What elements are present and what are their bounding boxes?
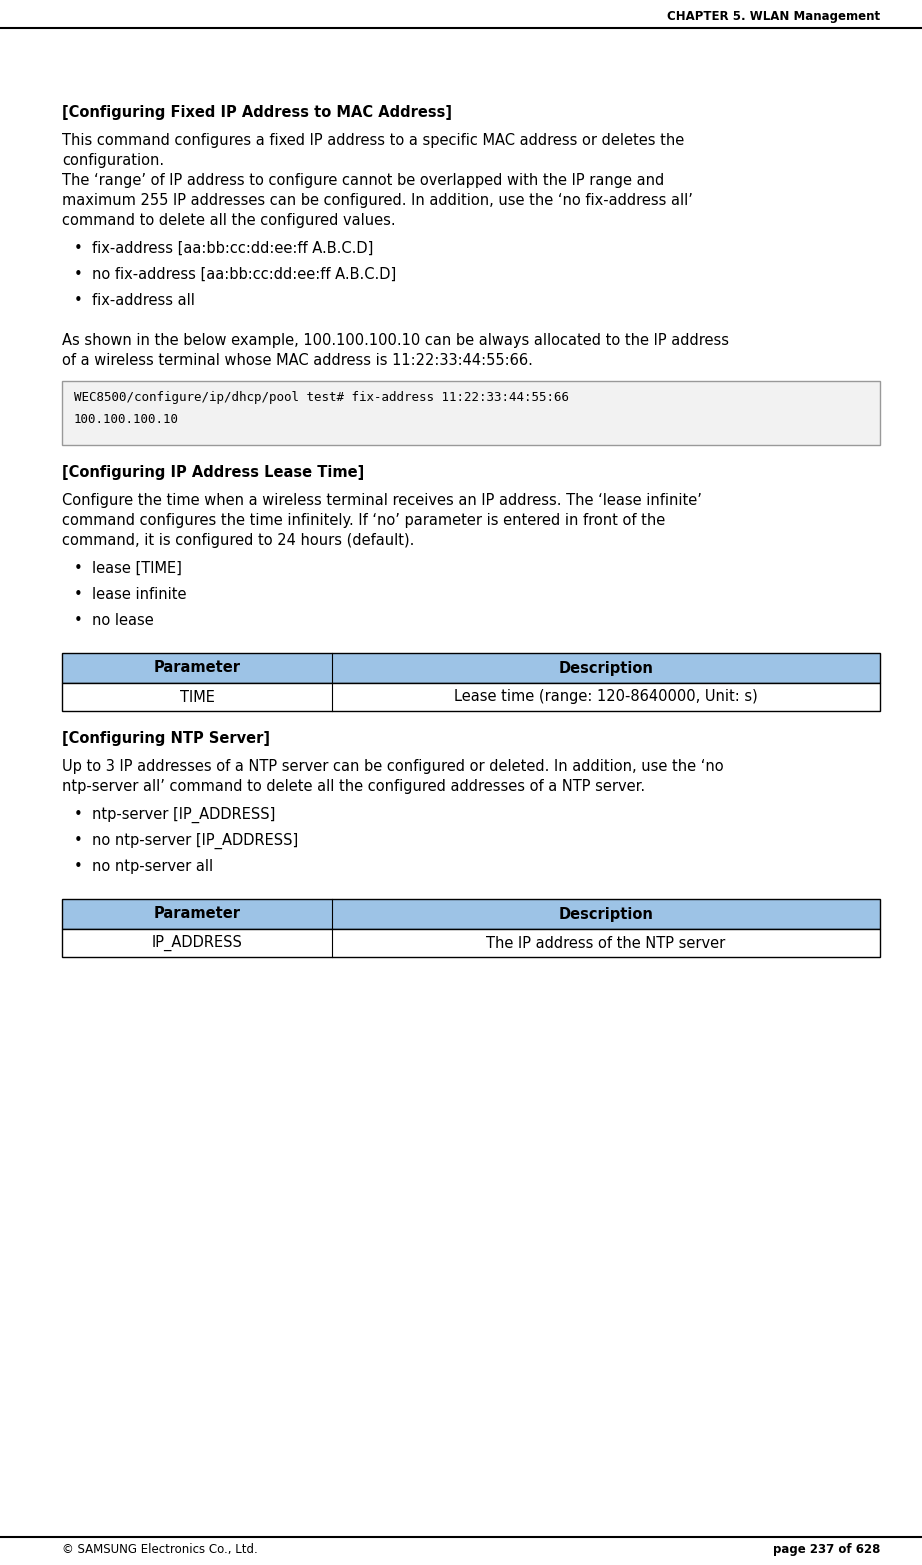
Text: The ‘range’ of IP address to configure cannot be overlapped with the IP range an: The ‘range’ of IP address to configure c… bbox=[62, 174, 664, 188]
FancyBboxPatch shape bbox=[62, 653, 880, 682]
Text: Description: Description bbox=[559, 906, 654, 922]
Text: Description: Description bbox=[559, 660, 654, 676]
Text: command configures the time infinitely. If ‘no’ parameter is entered in front of: command configures the time infinitely. … bbox=[62, 513, 666, 527]
Text: lease [TIME]: lease [TIME] bbox=[92, 560, 182, 576]
Text: 100.100.100.10: 100.100.100.10 bbox=[74, 413, 179, 426]
Text: •: • bbox=[74, 560, 83, 576]
Text: This command configures a fixed IP address to a specific MAC address or deletes : This command configures a fixed IP addre… bbox=[62, 133, 684, 149]
Text: © SAMSUNG Electronics Co., Ltd.: © SAMSUNG Electronics Co., Ltd. bbox=[62, 1543, 258, 1556]
Text: Up to 3 IP addresses of a NTP server can be configured or deleted. In addition, : Up to 3 IP addresses of a NTP server can… bbox=[62, 759, 724, 775]
Text: page 237 of 628: page 237 of 628 bbox=[773, 1543, 880, 1556]
Text: The IP address of the NTP server: The IP address of the NTP server bbox=[486, 936, 726, 950]
Text: •: • bbox=[74, 808, 83, 822]
Text: CHAPTER 5. WLAN Management: CHAPTER 5. WLAN Management bbox=[667, 9, 880, 23]
Text: [Configuring IP Address Lease Time]: [Configuring IP Address Lease Time] bbox=[62, 465, 364, 480]
Text: [Configuring Fixed IP Address to MAC Address]: [Configuring Fixed IP Address to MAC Add… bbox=[62, 105, 452, 121]
Text: command, it is configured to 24 hours (default).: command, it is configured to 24 hours (d… bbox=[62, 534, 414, 548]
Text: •: • bbox=[74, 268, 83, 282]
FancyBboxPatch shape bbox=[62, 380, 880, 444]
Text: WEC8500/configure/ip/dhcp/pool test# fix-address 11:22:33:44:55:66: WEC8500/configure/ip/dhcp/pool test# fix… bbox=[74, 391, 569, 404]
Text: no ntp-server [IP_ADDRESS]: no ntp-server [IP_ADDRESS] bbox=[92, 833, 298, 850]
Text: •: • bbox=[74, 833, 83, 848]
Text: of a wireless terminal whose MAC address is 11:22:33:44:55:66.: of a wireless terminal whose MAC address… bbox=[62, 354, 533, 368]
Text: Parameter: Parameter bbox=[153, 660, 241, 676]
Text: fix-address [aa:bb:cc:dd:ee:ff A.B.C.D]: fix-address [aa:bb:cc:dd:ee:ff A.B.C.D] bbox=[92, 241, 373, 257]
Text: lease infinite: lease infinite bbox=[92, 587, 186, 603]
FancyBboxPatch shape bbox=[62, 682, 880, 711]
Text: •: • bbox=[74, 587, 83, 603]
Text: ntp-server [IP_ADDRESS]: ntp-server [IP_ADDRESS] bbox=[92, 808, 276, 823]
FancyBboxPatch shape bbox=[62, 898, 880, 930]
Text: •: • bbox=[74, 241, 83, 257]
Text: no ntp-server all: no ntp-server all bbox=[92, 859, 213, 873]
Text: Parameter: Parameter bbox=[153, 906, 241, 922]
Text: no fix-address [aa:bb:cc:dd:ee:ff A.B.C.D]: no fix-address [aa:bb:cc:dd:ee:ff A.B.C.… bbox=[92, 268, 396, 282]
Text: IP_ADDRESS: IP_ADDRESS bbox=[151, 934, 242, 952]
FancyBboxPatch shape bbox=[62, 930, 880, 958]
Text: no lease: no lease bbox=[92, 613, 154, 628]
Text: Configure the time when a wireless terminal receives an IP address. The ‘lease i: Configure the time when a wireless termi… bbox=[62, 493, 702, 509]
Text: [Configuring NTP Server]: [Configuring NTP Server] bbox=[62, 731, 270, 747]
Text: command to delete all the configured values.: command to delete all the configured val… bbox=[62, 213, 396, 228]
Text: •: • bbox=[74, 613, 83, 628]
Text: As shown in the below example, 100.100.100.10 can be always allocated to the IP : As shown in the below example, 100.100.1… bbox=[62, 333, 729, 347]
Text: Lease time (range: 120-8640000, Unit: s): Lease time (range: 120-8640000, Unit: s) bbox=[455, 690, 758, 704]
Text: •: • bbox=[74, 859, 83, 873]
Text: configuration.: configuration. bbox=[62, 153, 164, 167]
Text: fix-address all: fix-address all bbox=[92, 293, 195, 308]
Text: maximum 255 IP addresses can be configured. In addition, use the ‘no fix-address: maximum 255 IP addresses can be configur… bbox=[62, 192, 692, 208]
Text: •: • bbox=[74, 293, 83, 308]
Text: TIME: TIME bbox=[180, 690, 215, 704]
Text: ntp-server all’ command to delete all the configured addresses of a NTP server.: ntp-server all’ command to delete all th… bbox=[62, 779, 645, 793]
